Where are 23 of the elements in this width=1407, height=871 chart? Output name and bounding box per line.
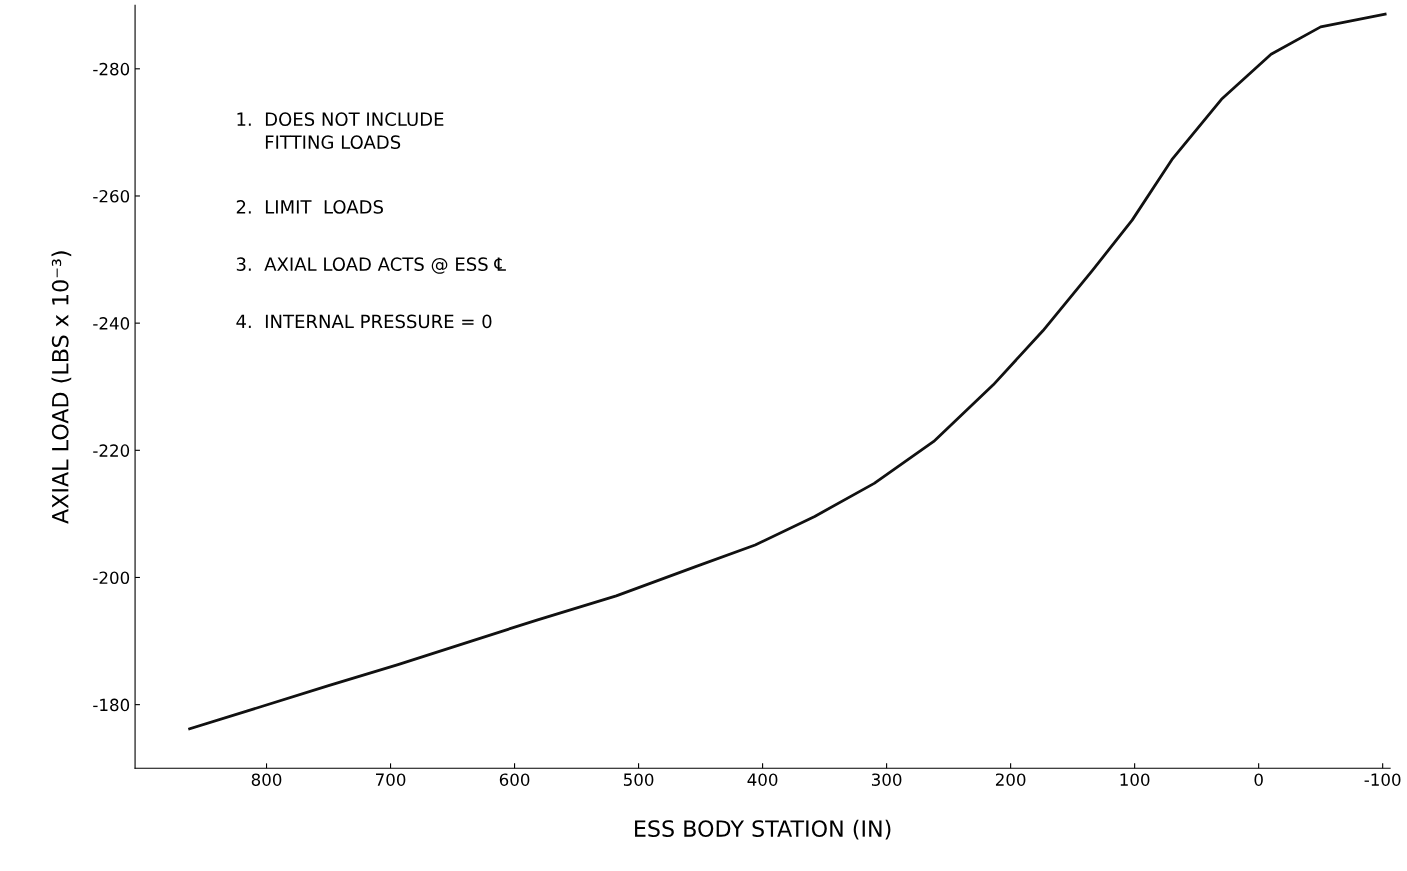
x-tick-label: 800 xyxy=(251,773,282,786)
annotation: 3. AXIAL LOAD ACTS @ ESS ℄ xyxy=(236,257,506,274)
x-tick-label: -100 xyxy=(1364,773,1401,786)
y-tick-label: -220 xyxy=(93,444,130,457)
annotation: 1. DOES NOT INCLUDE FITTING LOADS xyxy=(237,112,444,149)
x-tick-label: 700 xyxy=(376,773,406,786)
x-tick-label: 200 xyxy=(995,773,1026,786)
line-series xyxy=(188,12,1387,731)
y-tick-label: -200 xyxy=(93,571,130,585)
annotation: 2. LIMIT LOADS xyxy=(236,200,383,214)
x-tick-label: 300 xyxy=(871,773,902,786)
x-tick-label: 0 xyxy=(1254,773,1263,786)
y-tick-label: -280 xyxy=(93,62,130,76)
x-tick-label: 400 xyxy=(747,773,778,786)
annotation: 4. INTERNAL PRESSURE = 0 xyxy=(236,314,492,329)
y-tick-label: -260 xyxy=(93,189,130,203)
y-tick-label: -240 xyxy=(93,317,130,330)
y-axis-title: AXIAL LOAD (LBS x 10⁻³) xyxy=(51,251,72,524)
x-tick-label: 100 xyxy=(1120,773,1150,786)
y-tick-label: -180 xyxy=(93,698,130,712)
x-tick-label: 600 xyxy=(499,773,530,786)
x-tick-label: 500 xyxy=(623,773,654,786)
x-axis-title: ESS BODY STATION (IN) xyxy=(635,819,891,840)
